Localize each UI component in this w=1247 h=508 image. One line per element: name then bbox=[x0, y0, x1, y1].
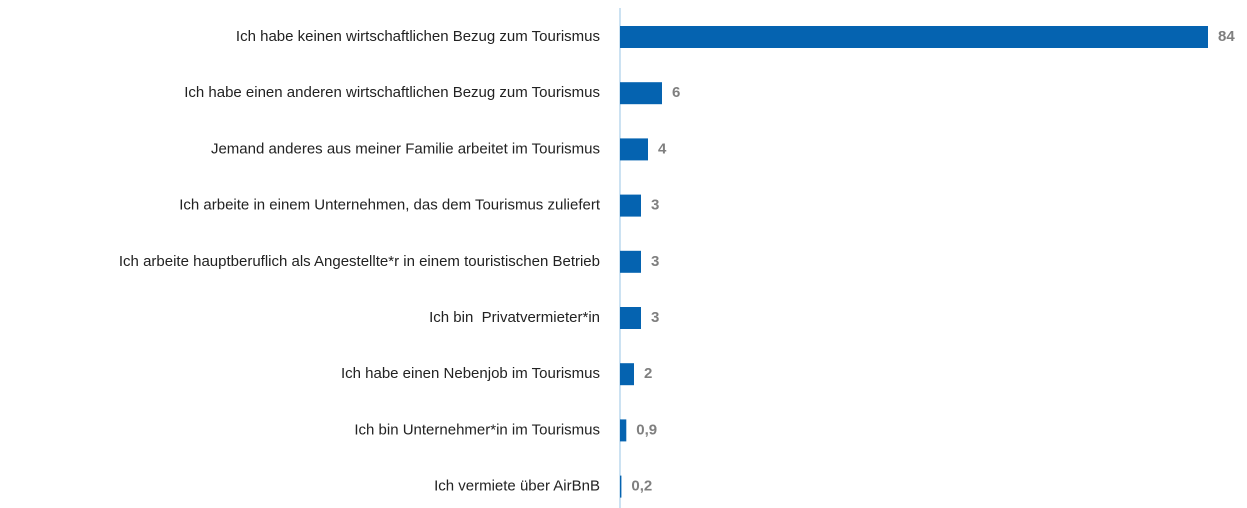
bar bbox=[620, 307, 641, 329]
value-label: 3 bbox=[651, 309, 659, 326]
bar bbox=[620, 250, 641, 273]
bar bbox=[620, 26, 1208, 48]
category-label: Ich habe einen Nebenjob im Tourismus bbox=[341, 365, 600, 382]
bar bbox=[620, 82, 662, 105]
category-label: Ich bin Unternehmer*in im Tourismus bbox=[354, 421, 600, 438]
category-label: Ich arbeite in einem Unternehmen, das de… bbox=[179, 197, 601, 214]
category-label: Ich bin Privatvermieter*in bbox=[429, 309, 600, 326]
category-label: Ich arbeite hauptberuflich als Angestell… bbox=[119, 253, 600, 270]
value-label: 3 bbox=[651, 197, 659, 214]
value-label: 6 bbox=[672, 84, 680, 101]
bar bbox=[620, 194, 641, 217]
category-label: Jemand anderes aus meiner Familie arbeit… bbox=[211, 140, 600, 157]
value-label: 2 bbox=[644, 365, 652, 382]
value-label: 0,2 bbox=[631, 478, 652, 495]
category-label: Ich habe einen anderen wirtschaftlichen … bbox=[184, 84, 600, 101]
bar bbox=[620, 419, 627, 442]
bar bbox=[620, 475, 622, 498]
bar bbox=[620, 363, 634, 386]
value-label: 3 bbox=[651, 253, 659, 270]
bar bbox=[620, 138, 648, 161]
category-label: Ich vermiete über AirBnB bbox=[434, 478, 600, 495]
value-label: 4 bbox=[658, 140, 667, 157]
value-label: 84 bbox=[1218, 28, 1235, 45]
value-label: 0,9 bbox=[636, 421, 657, 438]
category-label: Ich habe keinen wirtschaftlichen Bezug z… bbox=[236, 28, 600, 45]
